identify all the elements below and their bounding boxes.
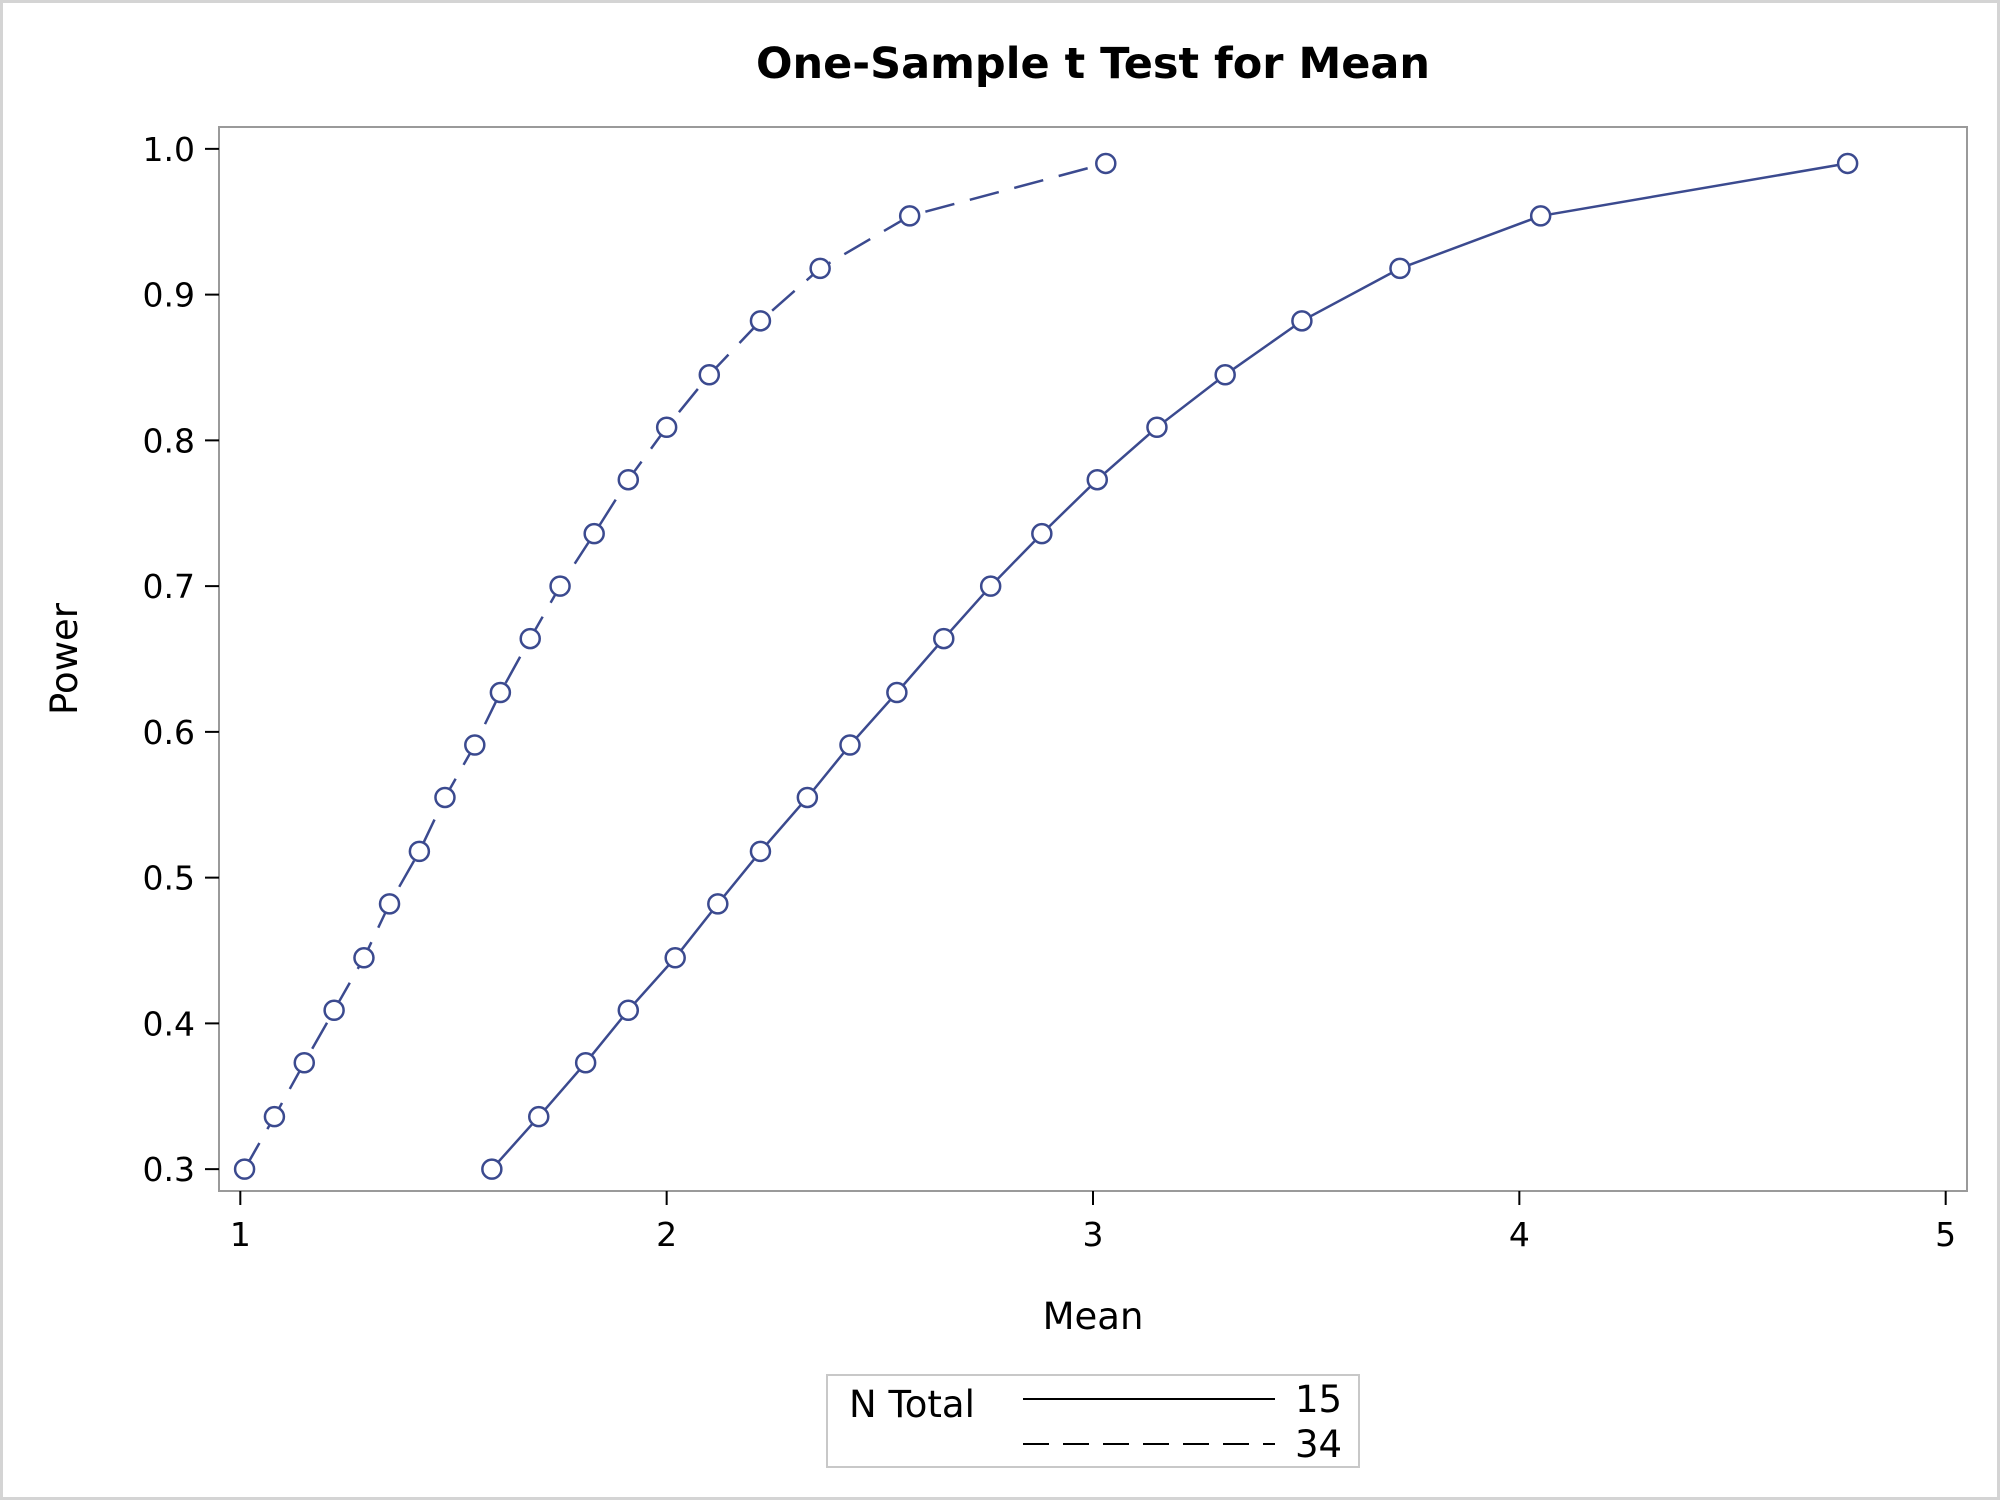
data-point	[617, 999, 640, 1022]
series-layer	[233, 152, 1859, 1180]
data-point	[434, 786, 456, 809]
legend-title: N Total	[849, 1383, 975, 1426]
x-tick-label: 1	[230, 1215, 251, 1254]
data-point	[1095, 152, 1117, 175]
data-point	[519, 627, 541, 650]
x-tick-label: 3	[1083, 1215, 1104, 1254]
data-point	[933, 627, 955, 650]
legend: N Total 15 34	[826, 1374, 1360, 1468]
data-point	[839, 734, 861, 756]
data-point	[583, 522, 605, 545]
data-point	[293, 1051, 316, 1074]
data-point	[574, 1051, 597, 1074]
data-point	[1389, 257, 1411, 280]
data-point	[664, 947, 686, 969]
plot-area	[218, 126, 1968, 1192]
legend-label-series-1: 15	[1295, 1378, 1342, 1421]
data-point	[1031, 522, 1053, 545]
data-point	[1086, 468, 1109, 491]
data-point	[707, 893, 729, 915]
data-point	[617, 468, 640, 491]
data-point	[898, 205, 921, 227]
data-point	[749, 840, 772, 863]
data-point	[1836, 152, 1859, 175]
y-tick-label: 0.3	[143, 1150, 195, 1189]
data-point	[1529, 205, 1552, 227]
data-point	[464, 734, 486, 756]
data-point	[481, 1158, 503, 1180]
legend-label-series-2: 34	[1295, 1423, 1342, 1466]
y-axis-label: Power	[43, 602, 86, 715]
series-line-15	[490, 162, 1848, 1170]
x-tick-label: 5	[1935, 1215, 1956, 1254]
data-point	[886, 681, 908, 704]
y-axis: 0.3 0.4 0.5 0.6 0.7 0.8 0.9 1.0	[143, 130, 219, 1189]
data-point	[1214, 364, 1236, 386]
data-point	[528, 1105, 550, 1128]
y-tick-label: 0.9	[143, 276, 195, 315]
series-15	[481, 152, 1859, 1180]
chart-title: One-Sample t Test for Mean	[756, 39, 1430, 89]
data-point	[378, 893, 401, 915]
data-point	[698, 364, 721, 386]
data-point	[1291, 310, 1313, 332]
data-point	[549, 575, 571, 597]
power-curve-chart: One-Sample t Test for Mean 0.30.40.50.60…	[43, 39, 1968, 1468]
series-line-34	[243, 162, 1107, 1170]
y-tick-label: 0.5	[143, 859, 195, 898]
data-point	[749, 310, 772, 332]
data-point	[1146, 416, 1168, 439]
data-point	[233, 1158, 256, 1180]
x-tick-label: 4	[1509, 1215, 1530, 1254]
data-point	[489, 681, 512, 704]
data-point	[263, 1105, 286, 1128]
data-point	[979, 575, 1002, 597]
data-point	[809, 257, 831, 280]
data-point	[353, 947, 375, 969]
y-tick-label: 0.8	[143, 421, 195, 460]
x-axis: 1 2 3 4 5	[230, 1191, 1956, 1254]
y-tick-label: 1.0	[143, 130, 195, 169]
x-tick-label: 2	[656, 1215, 677, 1254]
data-point	[408, 840, 431, 863]
legend-box	[826, 1374, 1360, 1468]
series-34	[233, 152, 1117, 1180]
data-point	[796, 786, 819, 809]
y-tick-label: 0.6	[143, 713, 195, 752]
data-point	[323, 999, 345, 1022]
data-point	[655, 416, 678, 439]
y-tick-label: 0.7	[143, 567, 195, 606]
y-tick-label: 0.4	[143, 1004, 195, 1043]
x-axis-label: Mean	[1043, 1295, 1144, 1338]
